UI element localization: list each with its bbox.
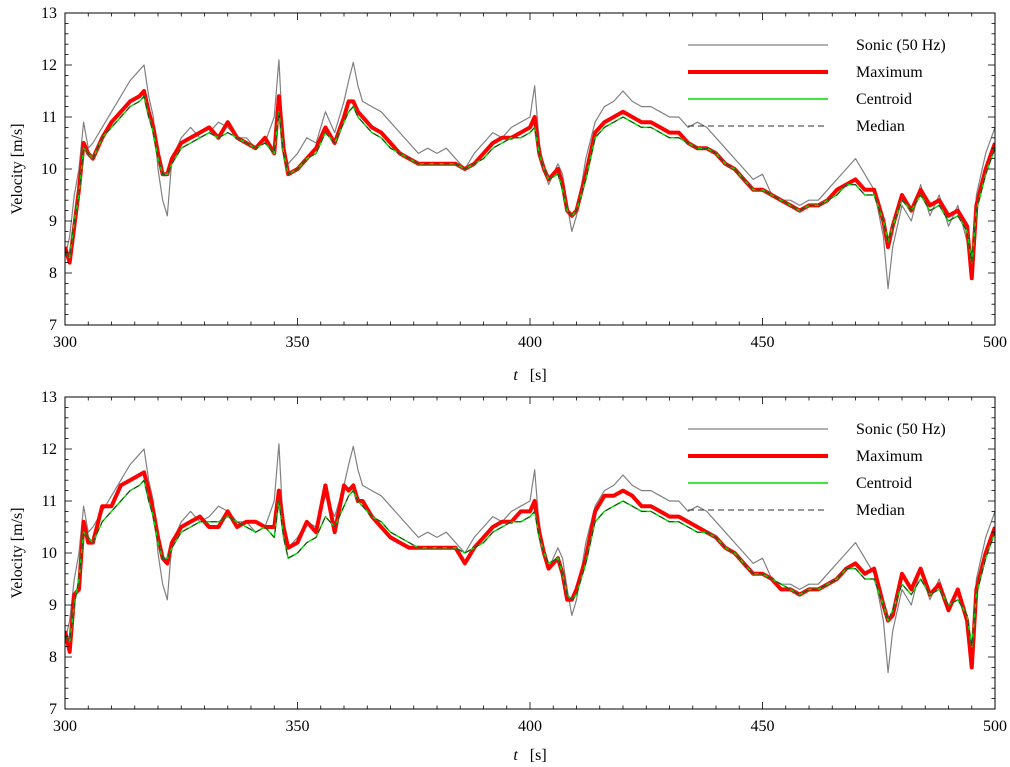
x-tick-label: 450 — [751, 334, 775, 351]
series-line-median — [65, 479, 995, 648]
y-tick-label: 11 — [42, 493, 57, 510]
y-tick-label: 10 — [41, 161, 57, 178]
plot-frame — [64, 12, 996, 326]
x-tick-label: 400 — [518, 718, 542, 735]
x-tick-label: 450 — [751, 718, 775, 735]
legend-label-maximum: Maximum — [856, 64, 923, 81]
y-tick-label: 13 — [41, 389, 57, 406]
series-line-sonic — [65, 443, 995, 674]
chart-panel-1: 300 350 400 450 500 7 8 9 10 11 12 13 t [s] Velocity … — [9, 5, 1007, 384]
y-tick-label: 7 — [49, 317, 57, 334]
chart-panel-2: 300 350 400 450 500 7 8 9 10 11 12 13 t [s] Velocity … — [9, 389, 1007, 764]
legend-label-sonic: Sonic (50 Hz) — [856, 37, 946, 54]
legend-label-median: Median — [856, 118, 905, 135]
y-axis-label: Velocity [m/s] — [9, 123, 26, 214]
y-axis-label: Velocity [m/s] — [9, 507, 26, 598]
y-tick-label: 12 — [41, 441, 57, 458]
x-axis-variable: t — [513, 367, 518, 384]
y-tick-label: 9 — [49, 597, 57, 614]
y-tick-label: 8 — [49, 265, 57, 282]
y-tick-label: 10 — [41, 545, 57, 562]
series-group — [65, 443, 995, 674]
series-line-median — [65, 95, 995, 264]
x-axis-variable: t — [513, 747, 518, 764]
legend-label-sonic: Sonic (50 Hz) — [856, 421, 946, 438]
series-line-sonic — [65, 59, 995, 290]
x-axis-label: t [s] — [513, 367, 546, 384]
x-axis-unit: [s] — [518, 747, 547, 764]
x-tick-label: 500 — [983, 718, 1007, 735]
x-tick-label: 500 — [983, 334, 1007, 351]
x-axis-unit: [s] — [518, 367, 547, 384]
x-tick-label: 400 — [518, 334, 542, 351]
y-tick-label: 7 — [49, 701, 57, 718]
y-tick-label: 8 — [49, 649, 57, 666]
series-group — [65, 59, 995, 290]
legend-label-median: Median — [856, 502, 905, 519]
y-tick-label: 12 — [41, 57, 57, 74]
legend-label-maximum: Maximum — [856, 448, 923, 465]
y-tick-label: 13 — [41, 5, 57, 22]
plot-frame — [64, 396, 996, 710]
legend-label-centroid: Centroid — [856, 91, 912, 108]
x-tick-label: 300 — [53, 718, 77, 735]
legend-label-centroid: Centroid — [856, 475, 912, 492]
x-tick-label: 300 — [53, 334, 77, 351]
y-tick-label: 9 — [49, 213, 57, 230]
x-axis-label: t [s] — [513, 747, 546, 764]
y-tick-label: 11 — [42, 109, 57, 126]
x-tick-label: 350 — [286, 334, 310, 351]
x-tick-label: 350 — [286, 718, 310, 735]
